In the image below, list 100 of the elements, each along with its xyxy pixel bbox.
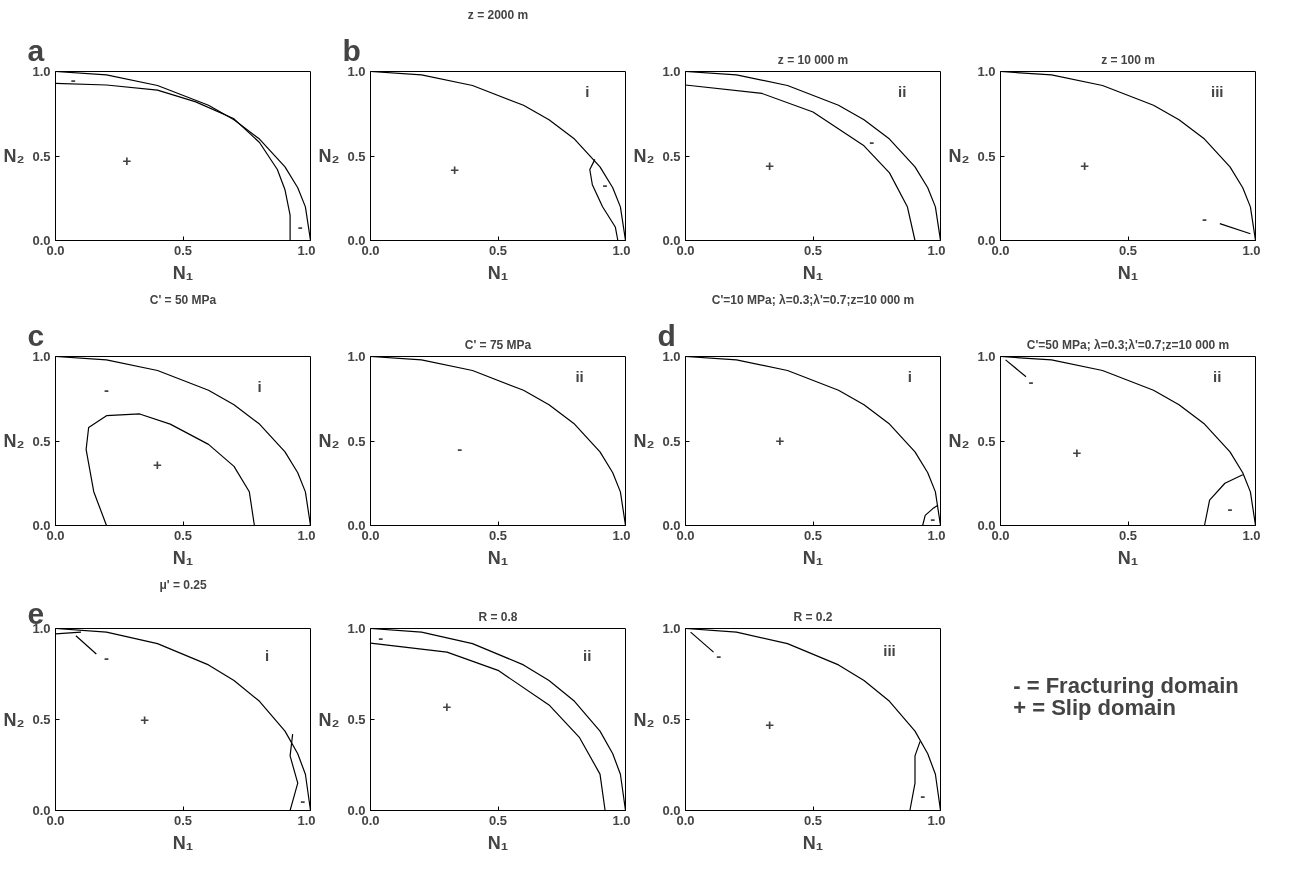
- x-axis-title: N₁: [172, 262, 194, 283]
- y-tick-label: 1.0: [662, 64, 681, 79]
- y-axis-title: N₂: [948, 146, 970, 166]
- annotation: -: [716, 646, 722, 664]
- annotation: -: [1227, 499, 1233, 517]
- x-axis-title: N₁: [487, 547, 509, 568]
- y-axis-title: N₂: [633, 431, 655, 451]
- annotation: -: [70, 70, 76, 88]
- annotation: -: [104, 381, 109, 399]
- annotation: -: [300, 792, 306, 810]
- y-tick-label: 1.0: [347, 349, 366, 364]
- chart-title: C' = 75 MPa: [464, 337, 532, 352]
- y-tick-label: 0.5: [32, 712, 51, 727]
- y-tick-label: 0.5: [977, 148, 996, 164]
- y-tick-label: 1.0: [977, 64, 996, 79]
- x-axis-title: N₁: [172, 832, 194, 853]
- annotation: -: [930, 509, 936, 527]
- annotation: +: [775, 432, 785, 449]
- x-axis-title: N₁: [802, 547, 824, 568]
- annotation: +: [122, 152, 132, 170]
- y-tick-label: 0.5: [977, 433, 996, 449]
- y-tick-label: 0.5: [662, 712, 681, 727]
- y-axis-title: N₂: [318, 146, 340, 166]
- x-axis-title: N₁: [802, 262, 824, 283]
- y-tick-label: 1.0: [662, 621, 681, 636]
- x-axis-title: N₁: [1117, 547, 1139, 568]
- x-tick-label: 0.5: [173, 242, 193, 258]
- annotation: i: [257, 378, 262, 396]
- x-tick-label: 1.0: [612, 812, 631, 828]
- text: - = Fracturing domain: [1013, 672, 1239, 698]
- x-tick-label: 1.0: [927, 527, 946, 543]
- y-axis-title: N₂: [633, 146, 655, 166]
- text: d: [657, 318, 676, 352]
- annotation: +: [1080, 157, 1090, 175]
- x-tick-label: 1.0: [1242, 527, 1261, 543]
- chart-title: z = 2000 m: [467, 7, 529, 22]
- x-tick-label: 0.5: [488, 242, 508, 258]
- y-tick-label: 1.0: [662, 349, 681, 364]
- x-tick-label: 1.0: [1242, 242, 1261, 258]
- annotation: -: [1202, 209, 1207, 227]
- y-tick-label: 1.0: [977, 349, 996, 364]
- annotation: +: [765, 715, 775, 733]
- text: c: [27, 318, 45, 352]
- y-axis-title: N₂: [3, 146, 25, 166]
- annotation: +: [442, 697, 452, 715]
- x-tick-label: 1.0: [612, 527, 631, 543]
- x-tick-label: 0.5: [803, 527, 823, 543]
- chart-title: z = 100 m: [1101, 52, 1155, 67]
- chart-title: R = 0.2: [793, 609, 833, 624]
- annotation: +: [140, 710, 150, 728]
- x-tick-label: 0.5: [488, 812, 508, 828]
- chart-title: μ' = 0.25: [159, 577, 207, 592]
- annotation: -: [104, 648, 109, 666]
- x-axis-title: N₁: [172, 547, 194, 568]
- annotation: -: [869, 133, 875, 151]
- x-tick-label: 0.5: [803, 242, 823, 258]
- x-tick-label: 1.0: [612, 242, 631, 258]
- x-tick-label: 1.0: [927, 812, 946, 828]
- y-axis-title: N₂: [3, 709, 25, 730]
- annotation: +: [450, 160, 460, 178]
- x-axis-title: N₁: [487, 262, 509, 283]
- y-axis-title: N₂: [633, 709, 655, 730]
- text: b: [342, 33, 361, 67]
- y-axis-title: N₂: [318, 709, 340, 730]
- x-axis-title: N₁: [487, 832, 509, 853]
- x-tick-label: 1.0: [297, 812, 316, 828]
- annotation: +: [765, 157, 775, 175]
- y-tick-label: 0.5: [32, 148, 51, 164]
- annotation: ii: [583, 647, 592, 665]
- x-tick-label: 0.5: [488, 527, 508, 543]
- x-tick-label: 1.0: [927, 242, 946, 258]
- y-axis-title: N₂: [948, 431, 970, 451]
- annotation: -: [457, 440, 463, 458]
- y-tick-label: 0.5: [347, 433, 366, 449]
- annotation: ii: [575, 368, 584, 386]
- annotation: i: [907, 368, 912, 386]
- x-tick-label: 0.5: [1118, 242, 1138, 258]
- chart-title: z = 10 000 m: [777, 52, 849, 67]
- x-axis-title: N₁: [1117, 262, 1139, 283]
- y-tick-label: 1.0: [347, 621, 366, 636]
- annotation: ii: [898, 83, 907, 101]
- chart-title: C'=50 MPa; λ=0.3;λ'=0.7;z=10 000 m: [1026, 337, 1230, 352]
- chart-title: R = 0.8: [478, 609, 518, 624]
- annotation: iii: [1211, 83, 1224, 101]
- annotation: -: [1028, 372, 1034, 390]
- y-tick-label: 1.0: [32, 349, 51, 364]
- annotation: i: [265, 647, 270, 665]
- y-axis-title: N₂: [318, 431, 340, 451]
- y-tick-label: 1.0: [32, 64, 51, 79]
- chart-title: C'=10 MPa; λ=0.3;λ'=0.7;z=10 000 m: [711, 292, 915, 307]
- annotation: iii: [883, 641, 896, 659]
- annotation: -: [297, 217, 303, 235]
- y-tick-label: 0.5: [662, 433, 681, 449]
- annotation: ii: [1213, 368, 1222, 386]
- x-tick-label: 0.5: [173, 812, 193, 828]
- y-tick-label: 0.5: [347, 712, 366, 727]
- x-tick-label: 0.5: [1118, 527, 1138, 543]
- annotation: i: [585, 83, 590, 101]
- annotation: -: [378, 628, 384, 646]
- y-tick-label: 0.5: [662, 148, 681, 164]
